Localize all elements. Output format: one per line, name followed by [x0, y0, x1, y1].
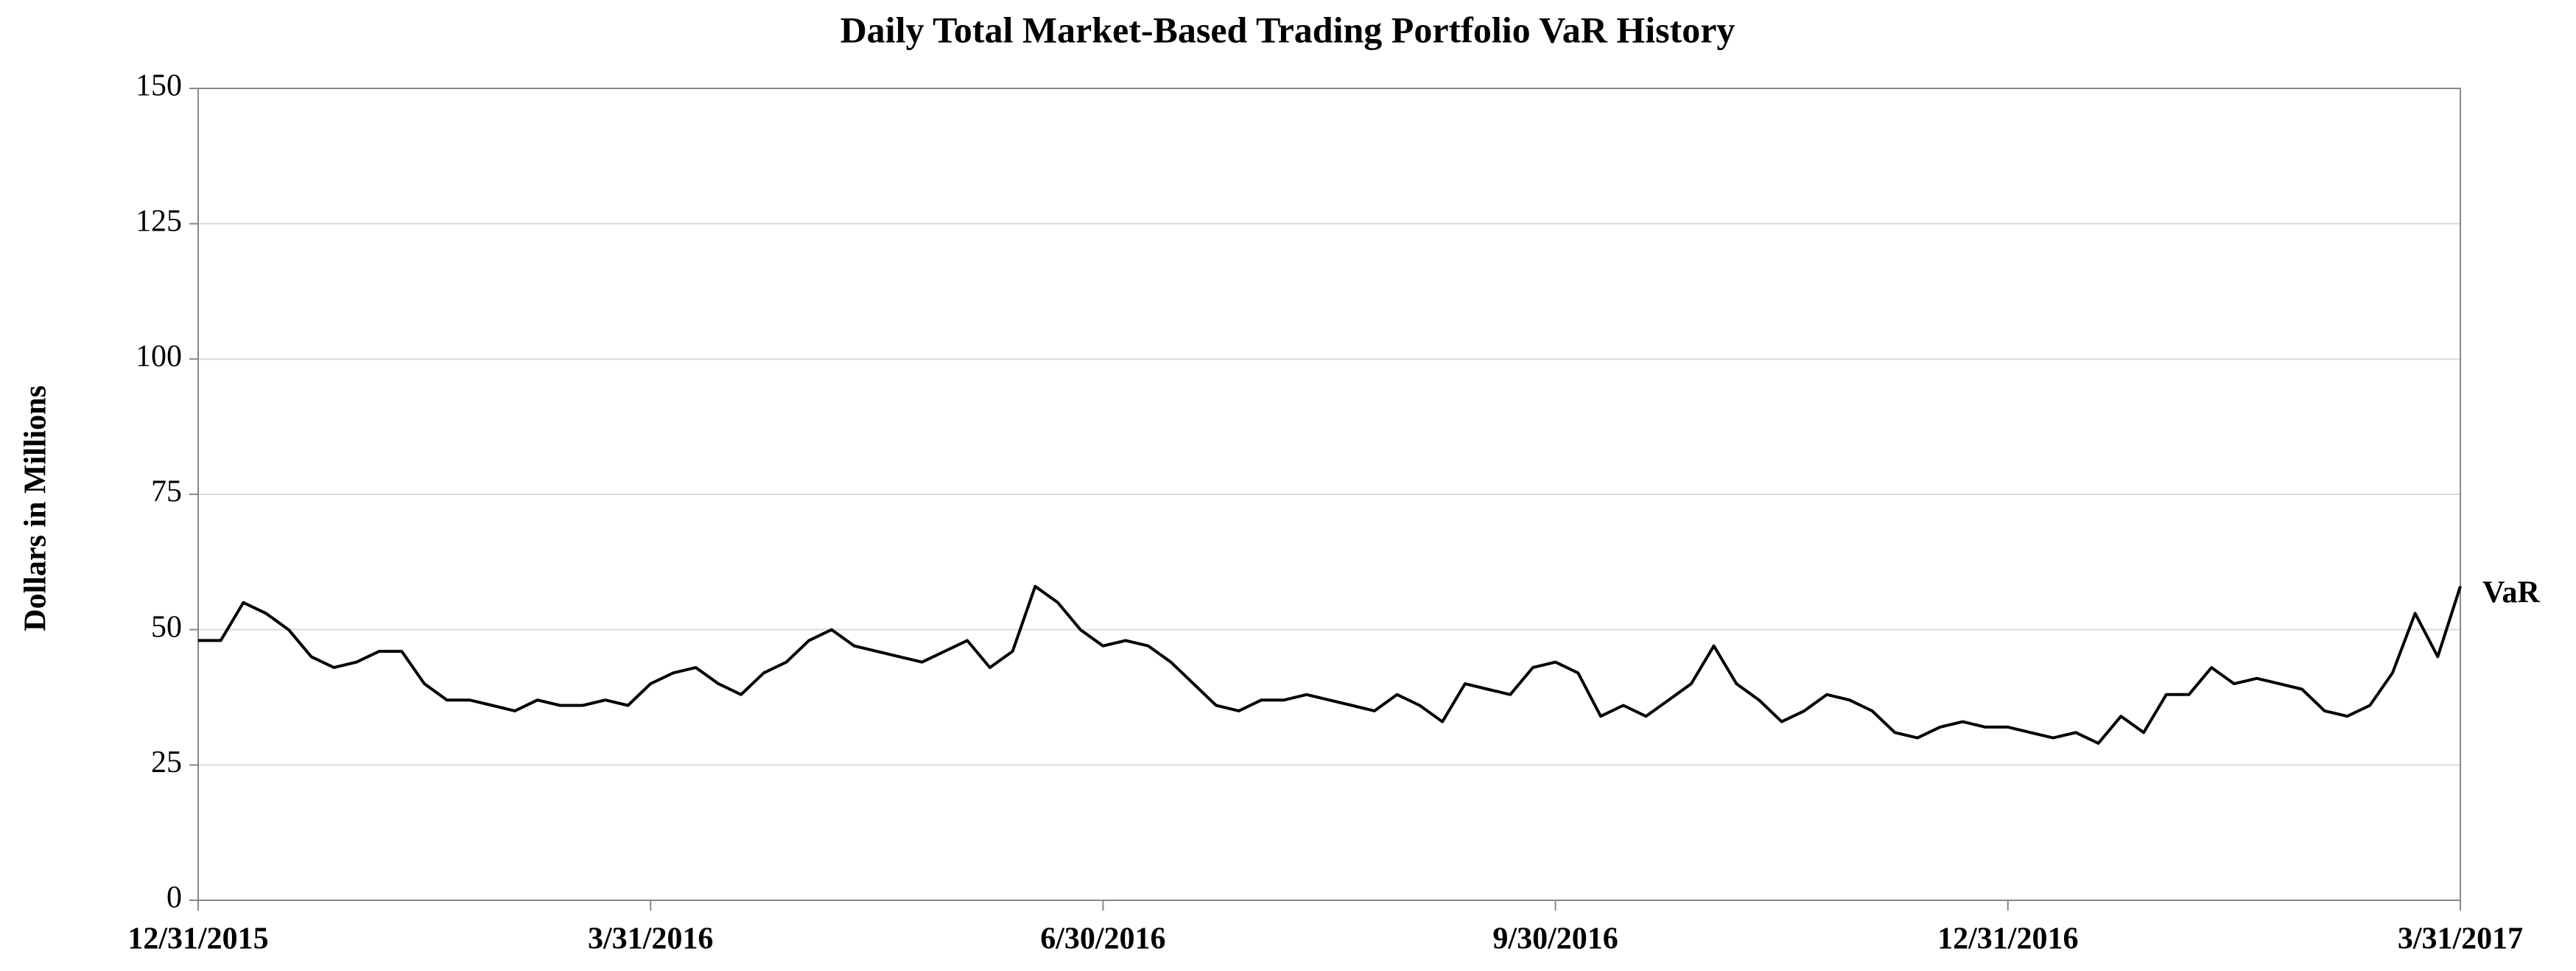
x-tick-label: 3/31/2016 [588, 922, 713, 956]
y-tick-label: 150 [136, 69, 182, 103]
plot-border [197, 88, 2461, 901]
x-tick-label: 6/30/2016 [1040, 922, 1165, 956]
x-tick-label: 12/31/2015 [127, 922, 268, 956]
x-tick-label: 9/30/2016 [1492, 922, 1618, 956]
series-label: VaR [2482, 576, 2540, 610]
x-tick-label: 3/31/2017 [2398, 922, 2523, 956]
x-tick-label: 12/31/2016 [1937, 922, 2078, 956]
y-tick-label: 0 [166, 881, 182, 915]
y-tick-label: 50 [151, 610, 182, 644]
y-axis-label: Dollars in Millions [19, 385, 53, 631]
line [198, 584, 2462, 745]
y-tick-label: 25 [151, 746, 182, 779]
y-tick-label: 100 [136, 340, 182, 374]
y-tick-label: 75 [151, 475, 182, 509]
chart-title: Daily Total Market-Based Trading Portfol… [840, 9, 1736, 50]
y-tick-label: 125 [136, 204, 182, 238]
